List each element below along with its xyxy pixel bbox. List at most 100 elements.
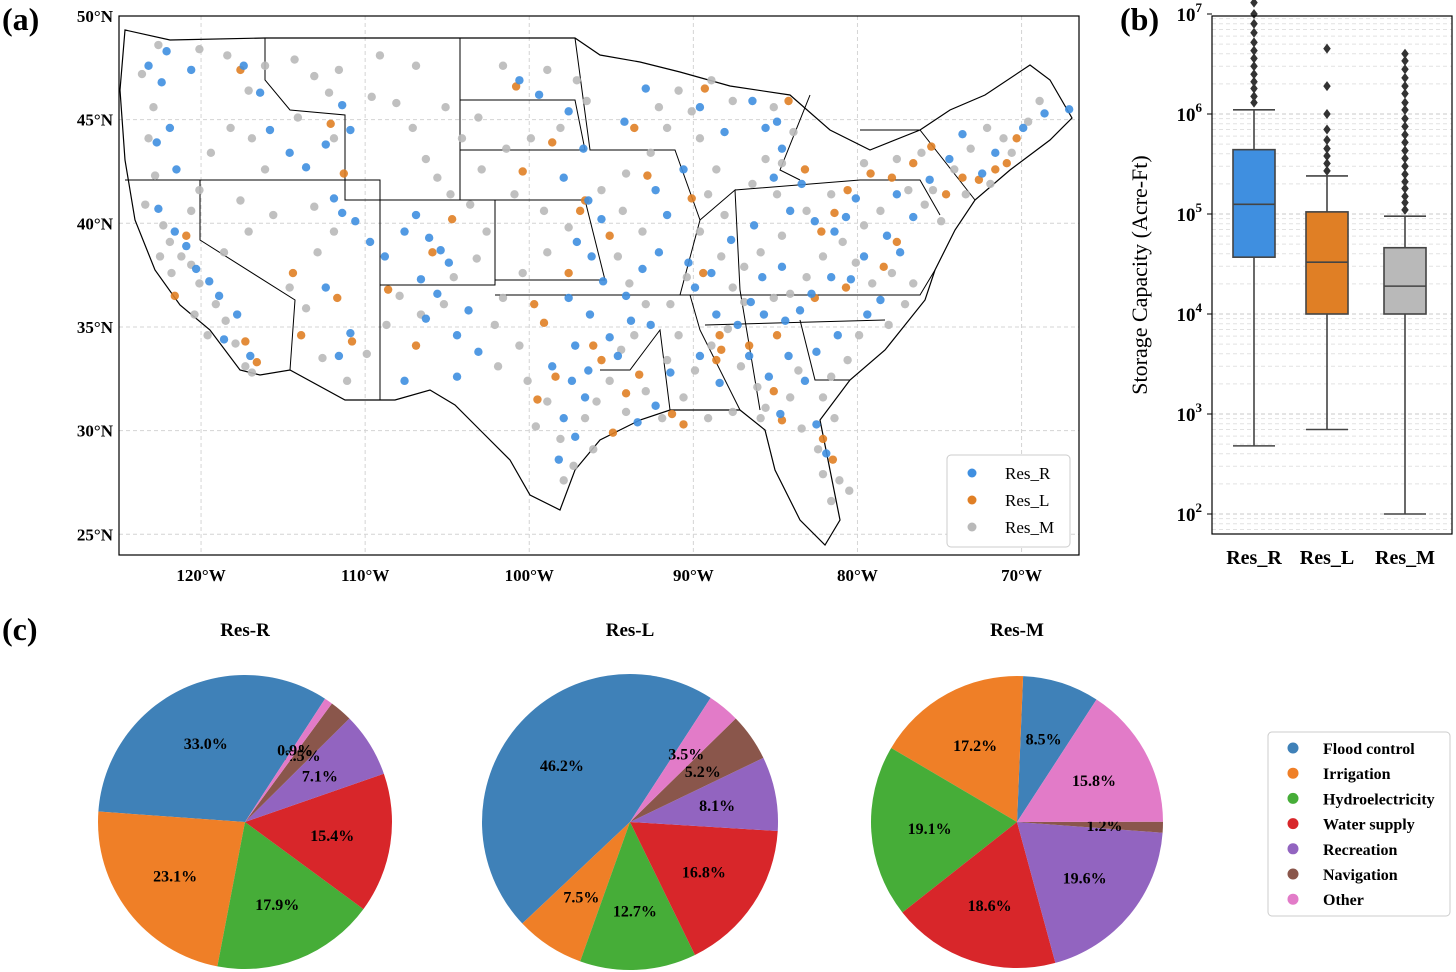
reservoir-point-res-r — [559, 173, 568, 182]
reservoir-point-res-l — [630, 123, 639, 133]
pie-slice-label: 3.5% — [668, 746, 704, 763]
reservoir-point-res-r — [892, 190, 902, 199]
reservoir-point-res-r — [329, 194, 339, 203]
reservoir-point-res-m — [190, 310, 199, 319]
reservoir-point-res-r — [764, 372, 774, 381]
boxplot-frame — [1211, 15, 1453, 535]
reservoir-point-res-l — [347, 337, 357, 346]
reservoir-point-res-l — [892, 237, 902, 247]
reservoir-point-res-m — [892, 154, 902, 164]
reservoir-point-res-m — [457, 134, 467, 143]
reservoir-point-res-m — [465, 200, 475, 209]
reservoir-point-res-m — [231, 339, 240, 348]
map-panel: 120°W 110°W 100°W 90°W 80°W 70°W 25°N 30°N 35°N 4… — [77, 7, 1080, 585]
reservoir-point-res-r — [651, 401, 660, 410]
reservoir-point-res-m — [543, 248, 552, 257]
reservoir-point-res-l — [958, 173, 967, 182]
box-outlier — [1401, 81, 1409, 92]
reservoir-point-res-m — [195, 279, 204, 288]
reservoir-point-res-r — [205, 277, 214, 286]
map-legend-frame — [946, 454, 1071, 548]
reservoir-point-res-r — [154, 204, 163, 213]
reservoir-point-res-m — [618, 206, 627, 216]
box-outlier — [1250, 9, 1258, 19]
box-outlier — [1250, 53, 1258, 64]
reservoir-point-res-m — [654, 103, 664, 112]
reservoir-point-res-r — [585, 310, 595, 319]
reservoir-point-res-m — [490, 320, 499, 330]
map-ytick-label: 50°N — [77, 7, 114, 26]
reservoir-point-res-m — [703, 190, 713, 199]
reservoir-point-res-m — [141, 200, 150, 209]
reservoir-point-res-r — [684, 258, 693, 267]
reservoir-point-res-r — [219, 335, 229, 344]
reservoir-point-res-m — [621, 169, 631, 178]
reservoir-point-res-m — [411, 61, 421, 70]
reservoir-point-res-m — [556, 434, 565, 444]
pie-slice-label: 33.0% — [184, 736, 228, 753]
reservoir-point-res-r — [424, 233, 434, 243]
reservoir-point-res-r — [416, 275, 426, 284]
reservoir-point-res-m — [159, 221, 168, 230]
reservoir-point-res-m — [662, 355, 672, 365]
map-ytick-label: 25°N — [77, 525, 114, 544]
reservoir-point-res-r — [321, 283, 330, 292]
reservoir-point-res-r — [559, 413, 568, 423]
box-outlier — [1323, 124, 1331, 135]
reservoir-point-res-m — [843, 355, 852, 365]
reservoir-point-res-r — [746, 297, 755, 307]
reservoir-point-res-r — [795, 306, 805, 315]
reservoir-point-res-r — [785, 206, 795, 216]
reservoir-point-res-m — [736, 362, 746, 371]
reservoir-point-res-r — [895, 248, 905, 257]
pie-legend-label: Irrigation — [1323, 766, 1391, 783]
pie-legend-marker — [1287, 818, 1299, 830]
reservoir-point-res-l — [643, 171, 652, 180]
reservoir-point-res-r — [822, 449, 831, 458]
map-xtick-label: 120°W — [176, 566, 225, 585]
reservoir-point-res-l — [182, 231, 191, 240]
reservoir-point-res-m — [1035, 96, 1044, 106]
reservoir-point-res-m — [838, 237, 847, 247]
box-iqr — [1383, 246, 1427, 315]
reservoir-point-res-m — [559, 476, 568, 485]
reservoir-point-res-l — [518, 167, 527, 176]
reservoir-point-res-l — [533, 395, 542, 404]
reservoir-point-res-m — [674, 86, 683, 95]
box-outlier — [1401, 161, 1409, 172]
reservoir-point-res-m — [167, 268, 176, 278]
reservoir-point-res-r — [945, 154, 954, 164]
reservoir-point-res-l — [288, 268, 298, 278]
pie-legend-marker — [1287, 893, 1299, 905]
reservoir-point-res-r — [662, 210, 672, 220]
reservoir-point-res-r — [474, 347, 483, 357]
reservoir-point-res-r — [157, 78, 166, 87]
pie-res-r: Res-R33.0%23.1%17.9%15.4%7.1%2.5%0.9% — [98, 620, 393, 969]
pie-slice-hydroelectricity — [580, 822, 695, 970]
reservoir-point-res-m — [290, 55, 299, 64]
reservoir-point-res-r — [707, 268, 716, 278]
reservoir-point-res-r — [695, 351, 705, 361]
pie-slice-label: 1.2% — [1087, 818, 1123, 835]
boxplot-xtick-label: Res_R — [1226, 547, 1282, 569]
box-outlier — [1401, 72, 1409, 83]
pie-slice-recreation — [1017, 822, 1163, 963]
conus-map — [119, 29, 1074, 546]
box-res-l — [1305, 43, 1349, 431]
box-outlier — [1401, 145, 1409, 156]
reservoir-point-res-m — [876, 206, 885, 216]
reservoir-point-res-r — [712, 310, 721, 319]
reservoir-point-res-l — [621, 389, 631, 398]
reservoir-point-res-l — [941, 190, 951, 199]
reservoir-point-res-r — [925, 175, 934, 184]
reservoir-point-res-r — [515, 76, 524, 85]
reservoir-point-res-r — [571, 341, 580, 350]
pie-legend: Flood control Irrigation Hydroelectricity W… — [1267, 731, 1451, 917]
reservoir-point-res-m — [510, 190, 519, 199]
reservoir-point-res-m — [518, 268, 527, 278]
pie-res-m: Res-M 8.5% 17.2% 19.1% 18.6% 19.6% 1.2% 15.8% — [871, 620, 1163, 968]
reservoir-point-res-m — [244, 227, 253, 236]
reservoir-point-res-m — [961, 190, 970, 199]
reservoir-point-res-l — [830, 208, 839, 218]
reservoir-point-res-m — [707, 341, 716, 350]
